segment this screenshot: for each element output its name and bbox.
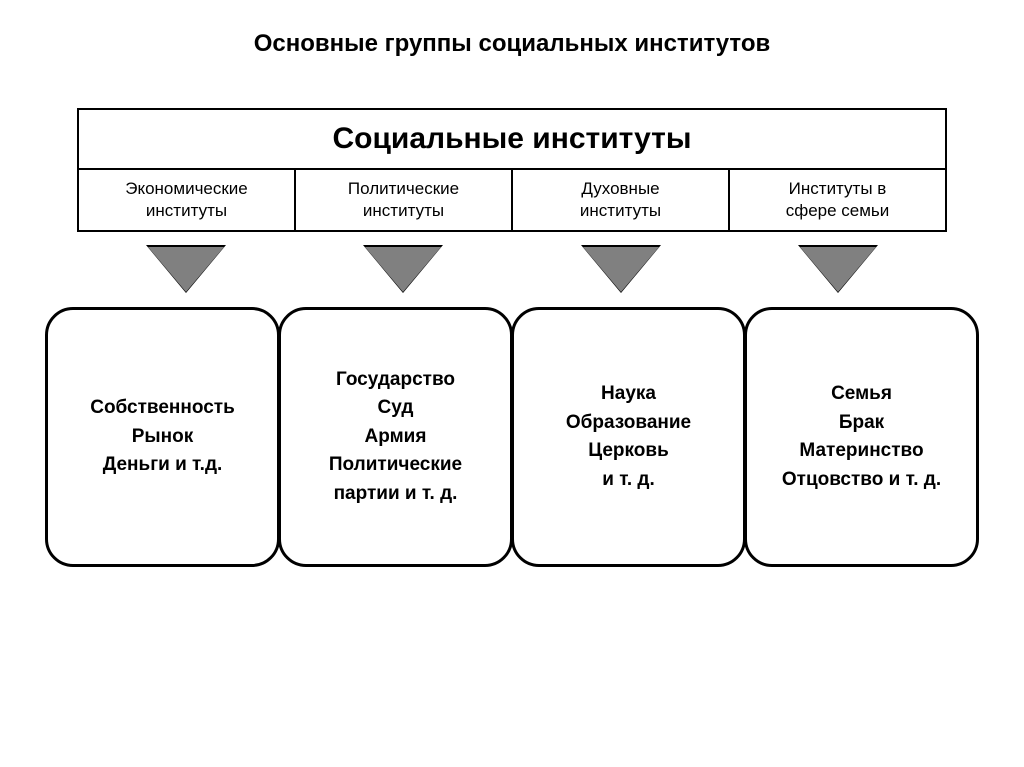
down-arrow-icon: [365, 247, 441, 292]
arrow-cell: [512, 247, 730, 292]
arrows-row: [77, 247, 947, 292]
example-line: Собственность: [90, 394, 235, 423]
down-arrow-icon: [800, 247, 876, 292]
table-header: Социальные институты: [79, 110, 945, 170]
category-economic: Экономические институты: [79, 170, 296, 230]
category-political: Политические институты: [296, 170, 513, 230]
arrow-cell: [295, 247, 513, 292]
category-label: сфере семьи: [786, 201, 890, 220]
example-line: Материнство: [799, 437, 923, 466]
down-arrow-icon: [583, 247, 659, 292]
example-box-spiritual: Наука Образование Церковь и т. д.: [511, 307, 746, 567]
example-line: Государство: [336, 366, 455, 395]
arrow-cell: [730, 247, 948, 292]
categories-row: Экономические институты Политические инс…: [79, 170, 945, 230]
category-spiritual: Духовные институты: [513, 170, 730, 230]
institutions-table: Социальные институты Экономические инсти…: [77, 108, 947, 232]
category-label: Политические: [348, 179, 459, 198]
example-line: Брак: [839, 409, 884, 438]
category-label: Экономические: [125, 179, 248, 198]
category-label: институты: [363, 201, 444, 220]
example-box-economic: Собственность Рынок Деньги и т.д.: [45, 307, 280, 567]
down-arrow-icon: [148, 247, 224, 292]
example-line: Политические: [329, 451, 462, 480]
category-label: институты: [580, 201, 661, 220]
example-line: Церковь: [588, 437, 669, 466]
example-line: Суд: [378, 394, 414, 423]
example-box-family: Семья Брак Материнство Отцовство и т. д.: [744, 307, 979, 567]
category-label: Духовные: [581, 179, 659, 198]
example-line: Армия: [365, 423, 427, 452]
example-line: Деньги и т.д.: [103, 451, 223, 480]
example-line: Семья: [831, 380, 892, 409]
page-title: Основные группы социальных институтов: [30, 30, 994, 58]
example-box-political: Государство Суд Армия Политические парти…: [278, 307, 513, 567]
example-line: партии и т. д.: [334, 480, 458, 509]
arrow-cell: [77, 247, 295, 292]
category-label: институты: [146, 201, 227, 220]
example-line: Наука: [601, 380, 656, 409]
example-line: Отцовство и т. д.: [782, 466, 941, 495]
example-line: Рынок: [132, 423, 194, 452]
example-line: Образование: [566, 409, 691, 438]
category-label: Институты в: [789, 179, 887, 198]
example-line: и т. д.: [602, 466, 655, 495]
category-family: Институты в сфере семьи: [730, 170, 945, 230]
examples-row: Собственность Рынок Деньги и т.д. Госуда…: [42, 307, 982, 567]
